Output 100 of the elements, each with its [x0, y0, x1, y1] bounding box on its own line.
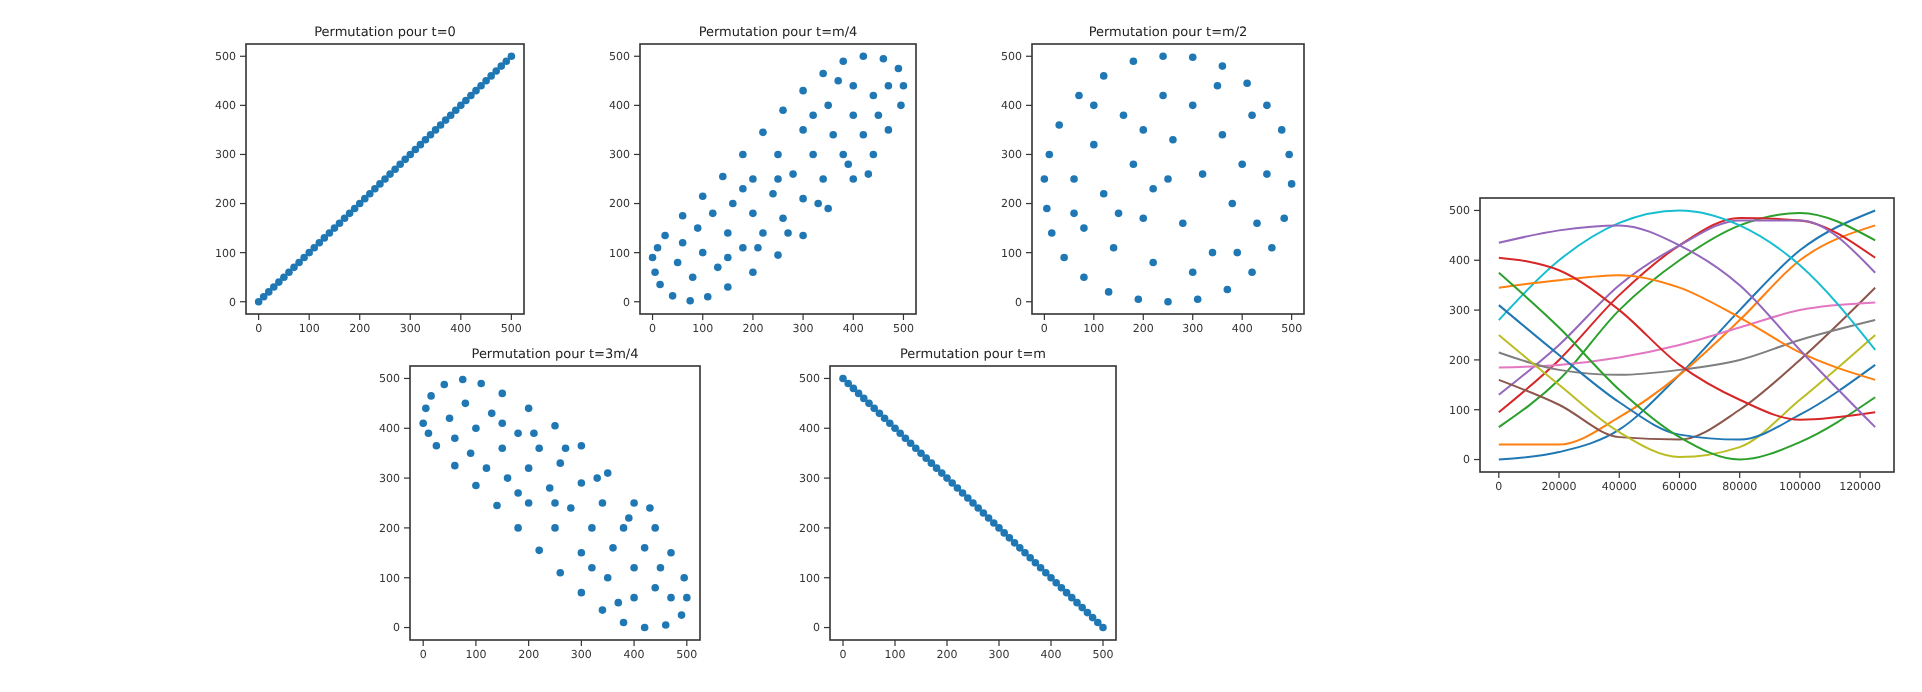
point [1005, 534, 1014, 542]
point [285, 268, 293, 277]
point [315, 239, 324, 247]
point [295, 258, 303, 267]
point [875, 409, 884, 418]
point [1159, 52, 1167, 61]
point [1263, 101, 1271, 110]
point [1188, 53, 1197, 62]
point [1099, 72, 1108, 80]
point [1139, 214, 1148, 223]
point [860, 394, 868, 403]
point [1149, 258, 1157, 267]
line-series [1497, 209, 1877, 351]
point [1213, 81, 1222, 90]
point [426, 131, 435, 139]
point [896, 429, 904, 438]
point [1094, 618, 1102, 627]
point [1099, 189, 1108, 198]
point [482, 77, 490, 85]
point [969, 499, 977, 507]
point [995, 524, 1003, 532]
point [1198, 170, 1207, 178]
point [1088, 613, 1097, 622]
point [275, 278, 283, 286]
point [964, 494, 972, 502]
point [1055, 121, 1063, 129]
point [1070, 209, 1078, 218]
point [300, 253, 308, 262]
point [1164, 175, 1172, 183]
point [411, 145, 420, 154]
point [953, 484, 962, 492]
point [1139, 126, 1148, 134]
point [366, 189, 374, 198]
point [472, 86, 480, 95]
point [386, 170, 394, 178]
point [1080, 224, 1088, 232]
point [1253, 219, 1261, 227]
point [360, 194, 369, 203]
point [938, 469, 946, 477]
point [1114, 209, 1123, 218]
point [1052, 578, 1060, 587]
point [886, 419, 894, 428]
point [421, 135, 430, 144]
point [974, 504, 982, 512]
point [1104, 288, 1113, 296]
point [381, 175, 389, 183]
point [467, 91, 475, 100]
point [1099, 623, 1107, 632]
point [1119, 111, 1128, 119]
line-series [1497, 334, 1877, 459]
point [1188, 268, 1197, 277]
point [839, 374, 847, 383]
point [1090, 101, 1098, 110]
point [371, 185, 379, 193]
point [1080, 273, 1088, 281]
point [340, 214, 349, 223]
point [932, 464, 941, 472]
point [325, 229, 334, 237]
point [1280, 214, 1289, 223]
point [990, 519, 998, 527]
point [280, 273, 288, 281]
point [1193, 295, 1202, 304]
point [1042, 568, 1050, 577]
point [1090, 140, 1098, 149]
point [1287, 180, 1296, 188]
point [436, 121, 445, 129]
point [391, 165, 399, 173]
point [854, 389, 863, 398]
point [1031, 558, 1040, 567]
point [1248, 111, 1256, 119]
point [984, 514, 993, 522]
point [948, 479, 956, 487]
point [376, 180, 384, 188]
point [891, 424, 899, 433]
point [1159, 91, 1167, 100]
point [462, 96, 470, 105]
point [849, 384, 858, 393]
point [1078, 603, 1086, 612]
point [310, 243, 319, 252]
point [507, 52, 516, 61]
point [1188, 101, 1197, 110]
point [492, 67, 500, 75]
point [1070, 175, 1078, 183]
point [396, 160, 404, 169]
point [1238, 160, 1246, 169]
point [497, 62, 506, 70]
point [1047, 229, 1056, 237]
point [1036, 563, 1045, 572]
point [431, 126, 440, 134]
point [290, 263, 298, 272]
point [1129, 160, 1138, 169]
point [912, 444, 920, 452]
point [943, 474, 951, 482]
point [1129, 57, 1138, 65]
point [870, 404, 878, 413]
point [270, 283, 278, 291]
point [1016, 544, 1024, 552]
point [305, 248, 313, 257]
point [1068, 593, 1076, 602]
point [1083, 608, 1092, 617]
